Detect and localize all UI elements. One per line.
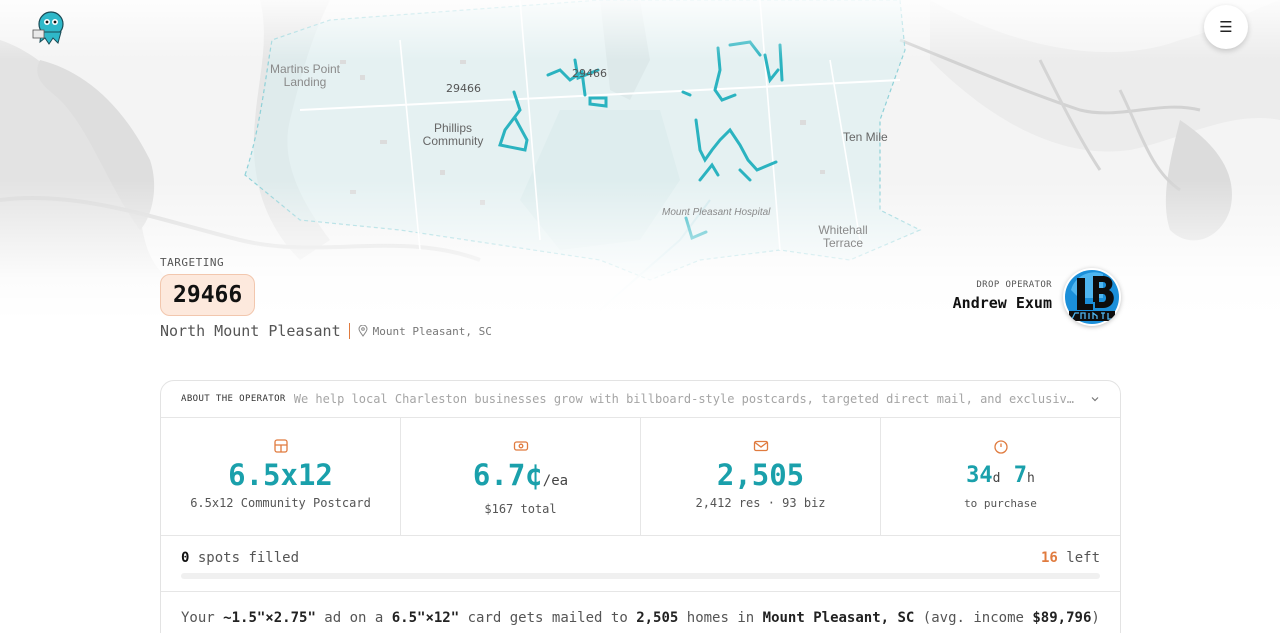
map-label-zip-secondary: 29466 xyxy=(572,67,607,80)
desc-text: card gets mailed to xyxy=(459,610,637,626)
spots-left-count: 16 xyxy=(1040,550,1058,566)
desc-city: Mount Pleasant, SC xyxy=(762,610,915,626)
hamburger-menu-icon: ☰ xyxy=(1219,18,1233,36)
location-pin-icon xyxy=(358,325,368,337)
operator-logo-icon xyxy=(1065,270,1119,324)
chevron-down-icon xyxy=(1091,397,1099,402)
banknote-icon xyxy=(513,441,528,451)
zip-badge: 29466 xyxy=(160,274,256,316)
spots-row: 0 spots filled 16 left xyxy=(181,550,1100,566)
targeting-label: TARGETING xyxy=(160,256,225,269)
listing-card: ABOUT THE OPERATOR We help local Charles… xyxy=(160,380,1121,633)
timer-icon xyxy=(993,440,1008,454)
spots-section: 0 spots filled 16 left xyxy=(161,536,1120,592)
spots-filled: 0 spots filled xyxy=(181,550,299,566)
spots-left: 16 left xyxy=(1041,550,1100,566)
operator-name: Andrew Exum xyxy=(952,294,1052,312)
layout-icon xyxy=(273,439,288,453)
timer-days: 34 xyxy=(966,463,993,488)
about-text: We help local Charleston businesses grow… xyxy=(293,392,1078,406)
map-label-whitehall: Whitehall Terrace xyxy=(818,223,868,250)
desc-card-size: 6.5"×12" xyxy=(391,610,460,626)
desc-text: homes in xyxy=(678,610,763,626)
city-name: Mount Pleasant, SC xyxy=(372,324,492,338)
timer-hours-unit: h xyxy=(1027,471,1035,486)
drop-operator: DROP OPERATOR Andrew Exum xyxy=(953,280,1052,312)
map-label-ten-mile: Ten Mile xyxy=(843,130,888,144)
spots-left-label: left xyxy=(1066,550,1100,566)
stat-size-sub: 6.5x12 Community Postcard xyxy=(190,496,371,510)
desc-ad-size: ~1.5"×2.75" xyxy=(223,610,316,626)
desc-text: Your xyxy=(181,610,224,626)
desc-text: ad on a xyxy=(315,610,392,626)
stat-homes-sub: 2,412 res · 93 biz xyxy=(695,496,826,510)
menu-button[interactable]: ☰ xyxy=(1204,5,1248,49)
stats-row: 6.5x12 6.5x12 Community Postcard 6.7¢/ea… xyxy=(161,418,1120,536)
map-label-zip: 29466 xyxy=(446,82,481,95)
timer-hours: 7 xyxy=(1013,463,1027,488)
ad-description: Your ~1.5"×2.75" ad on a 6.5"×12" card g… xyxy=(161,592,1120,633)
desc-income: $89,796 xyxy=(1032,610,1092,626)
place-divider xyxy=(348,323,350,339)
desc-text: ) xyxy=(1091,610,1100,626)
about-label: ABOUT THE OPERATOR xyxy=(181,394,286,404)
place-row: North Mount Pleasant Mount Pleasant, SC xyxy=(160,322,492,340)
timer-days-unit: d xyxy=(992,471,1001,486)
spots-progress-bar xyxy=(181,573,1100,579)
mascot-logo[interactable] xyxy=(30,8,70,48)
map-label-hospital: Mount Pleasant Hospital xyxy=(662,207,771,218)
stat-size: 6.5x12 6.5x12 Community Postcard xyxy=(161,418,401,535)
spots-filled-count: 0 xyxy=(181,550,190,566)
stat-price-value: 6.7¢/ea xyxy=(401,458,640,498)
price-amount: 6.7¢ xyxy=(472,458,543,492)
stat-price-sub: $167 total xyxy=(484,502,557,516)
about-operator-toggle[interactable]: ABOUT THE OPERATOR We help local Charles… xyxy=(161,381,1120,418)
mascot-logo-icon xyxy=(32,11,64,45)
map-label-martins-point: Martins Point Landing xyxy=(269,62,341,89)
stat-size-value: 6.5x12 xyxy=(228,458,333,492)
desc-text: (avg. income xyxy=(914,610,1033,626)
desc-homes: 2,505 xyxy=(636,610,679,626)
stat-homes-value: 2,505 xyxy=(716,458,805,492)
map-label-phillips: Phillips Community xyxy=(422,121,484,148)
mail-icon xyxy=(753,440,768,452)
stat-timer-sub: to purchase xyxy=(964,497,1037,510)
stat-homes: 2,505 2,412 res · 93 biz xyxy=(641,418,881,535)
operator-label: DROP OPERATOR xyxy=(976,280,1052,290)
price-unit: /ea xyxy=(542,473,569,489)
spots-filled-label: spots filled xyxy=(197,550,300,566)
stat-price: 6.7¢/ea $167 total xyxy=(401,418,641,535)
stat-timer: 34d 7h to purchase xyxy=(881,418,1120,535)
stat-timer-value: 34d 7h xyxy=(881,462,1120,493)
area-name: North Mount Pleasant xyxy=(160,322,341,340)
operator-avatar[interactable] xyxy=(1063,268,1121,326)
